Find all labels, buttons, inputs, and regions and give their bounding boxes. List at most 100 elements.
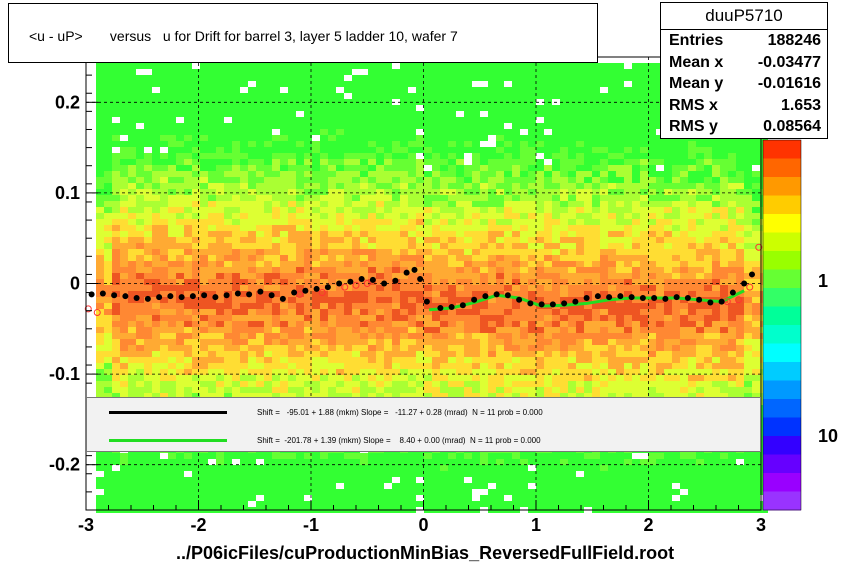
heatmap-cell: [568, 255, 576, 261]
heatmap-cell: [512, 165, 520, 171]
heatmap-cell: [560, 267, 568, 273]
heatmap-cell: [592, 303, 600, 309]
heatmap-cell: [160, 69, 168, 75]
heatmap-cell: [104, 393, 112, 399]
heatmap-cell: [584, 273, 592, 279]
heatmap-cell: [208, 483, 216, 489]
heatmap-cell: [352, 153, 360, 159]
heatmap-cell: [296, 75, 304, 81]
heatmap-cell: [288, 453, 296, 459]
heatmap-cell: [344, 357, 352, 363]
heatmap-cell: [320, 279, 328, 285]
heatmap-cell: [120, 225, 128, 231]
heatmap-cell: [432, 147, 440, 153]
heatmap-cell: [288, 87, 296, 93]
heatmap-cell: [200, 327, 208, 333]
heatmap-cell: [128, 159, 136, 165]
heatmap-cell: [232, 465, 240, 471]
heatmap-cell: [560, 291, 568, 297]
heatmap-cell: [296, 123, 304, 129]
heatmap-cell: [320, 285, 328, 291]
heatmap-cell: [256, 267, 264, 273]
heatmap-cell: [128, 471, 136, 477]
heatmap-cell: [312, 375, 320, 381]
heatmap-cell: [560, 69, 568, 75]
heatmap-cell: [608, 453, 616, 459]
heatmap-cell: [584, 201, 592, 207]
heatmap-cell: [440, 105, 448, 111]
heatmap-cell: [192, 183, 200, 189]
heatmap-cell: [624, 315, 632, 321]
heatmap-cell: [232, 123, 240, 129]
heatmap-cell: [472, 183, 480, 189]
heatmap-cell: [456, 93, 464, 99]
heatmap-cell: [312, 183, 320, 189]
heatmap-cell: [224, 459, 232, 465]
heatmap-cell: [544, 225, 552, 231]
heatmap-cell: [496, 459, 504, 465]
heatmap-cell: [488, 159, 496, 165]
heatmap-cell: [176, 333, 184, 339]
heatmap-cell: [112, 483, 120, 489]
heatmap-cell: [288, 297, 296, 303]
heatmap-cell: [224, 495, 232, 501]
heatmap-cell: [528, 303, 536, 309]
heatmap-cell: [168, 483, 176, 489]
heatmap-cell: [568, 267, 576, 273]
heatmap-cell: [504, 255, 512, 261]
heatmap-cell: [608, 375, 616, 381]
heatmap-cell: [528, 171, 536, 177]
heatmap-cell: [408, 285, 416, 291]
heatmap-cell: [376, 345, 384, 351]
heatmap-cell: [264, 465, 272, 471]
heatmap-cell: [584, 387, 592, 393]
heatmap-cell: [232, 477, 240, 483]
heatmap-cell: [312, 273, 320, 279]
heatmap-cell: [504, 189, 512, 195]
heatmap-cell: [296, 69, 304, 75]
heatmap-cell: [184, 243, 192, 249]
heatmap-cell: [528, 333, 536, 339]
heatmap-cell: [504, 315, 512, 321]
heatmap-cell: [272, 321, 280, 327]
heatmap-cell: [520, 477, 528, 483]
heatmap-cell: [96, 219, 104, 225]
heatmap-cell: [424, 195, 432, 201]
heatmap-cell: [296, 207, 304, 213]
heatmap-cell: [352, 93, 360, 99]
heatmap-cell: [584, 237, 592, 243]
heatmap-cell: [504, 465, 512, 471]
heatmap-cell: [280, 207, 288, 213]
heatmap-cell: [608, 333, 616, 339]
heatmap-cell: [328, 171, 336, 177]
heatmap-cell: [200, 339, 208, 345]
heatmap-cell: [392, 387, 400, 393]
heatmap-cell: [392, 285, 400, 291]
heatmap-cell: [336, 309, 344, 315]
heatmap-cell: [328, 327, 336, 333]
heatmap-cell: [224, 105, 232, 111]
heatmap-cell: [496, 273, 504, 279]
heatmap-cell: [248, 105, 256, 111]
heatmap-cell: [576, 159, 584, 165]
heatmap-cell: [240, 69, 248, 75]
heatmap-cell: [240, 171, 248, 177]
heatmap-cell: [408, 459, 416, 465]
heatmap-cell: [168, 501, 176, 507]
heatmap-cell: [256, 165, 264, 171]
heatmap-cell: [232, 381, 240, 387]
heatmap-cell: [616, 477, 624, 483]
heatmap-cell: [584, 279, 592, 285]
heatmap-cell: [592, 63, 600, 69]
heatmap-cell: [584, 453, 592, 459]
heatmap-cell: [464, 255, 472, 261]
heatmap-cell: [104, 387, 112, 393]
heatmap-cell: [120, 159, 128, 165]
heatmap-cell: [456, 375, 464, 381]
heatmap-cell: [304, 117, 312, 123]
heatmap-cell: [400, 201, 408, 207]
heatmap-cell: [304, 459, 312, 465]
heatmap-cell: [368, 297, 376, 303]
heatmap-cell: [104, 249, 112, 255]
heatmap-cell: [288, 267, 296, 273]
